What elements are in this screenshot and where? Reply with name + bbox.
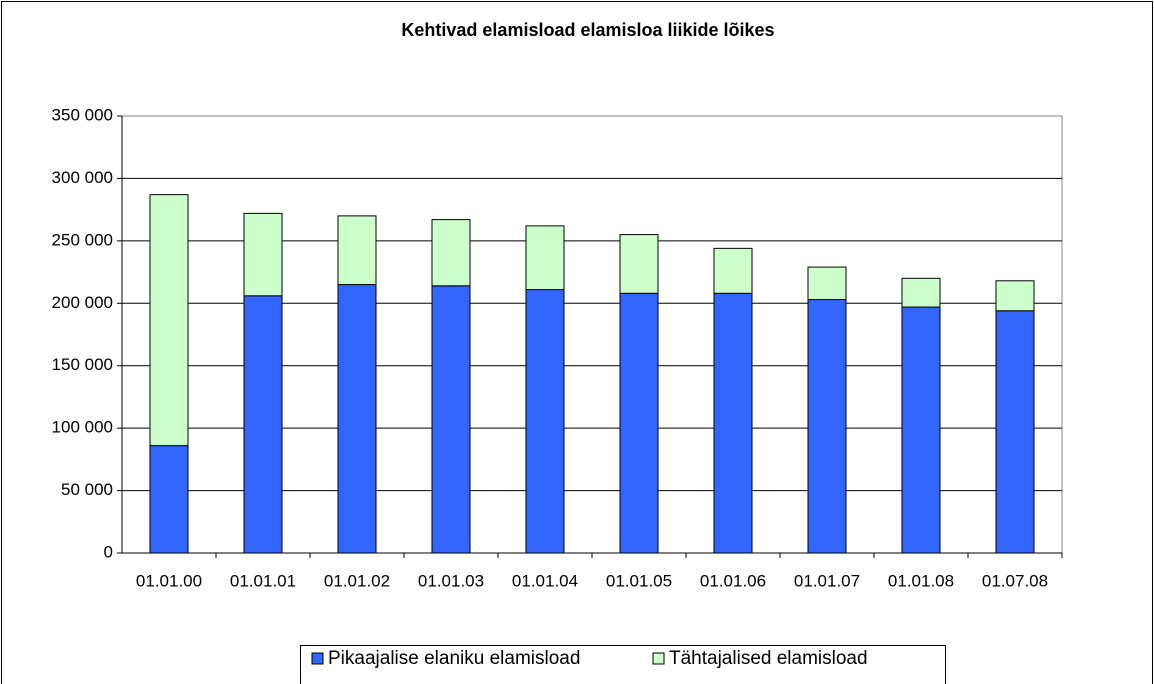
bar-segment	[619, 234, 659, 294]
legend-label: Tähtajalised elamisload	[669, 648, 868, 669]
x-tick-label: 01.01.06	[700, 571, 766, 590]
legend-swatch	[311, 652, 324, 665]
bar-segment	[525, 225, 565, 291]
y-tick-label: 100 000	[52, 418, 113, 437]
x-tick-label: 01.01.08	[888, 571, 954, 590]
bar-segment	[995, 310, 1035, 554]
bar-segment	[337, 215, 377, 286]
bar-segment	[807, 266, 847, 301]
bar-segment	[713, 247, 753, 294]
x-tick-label: 01.01.03	[418, 571, 484, 590]
bar-segment	[243, 295, 283, 554]
y-tick-label: 150 000	[52, 355, 113, 374]
y-tick-label: 50 000	[61, 480, 113, 499]
bar-segment	[431, 285, 471, 554]
legend-swatch	[652, 652, 665, 665]
x-tick-label: 01.01.04	[512, 571, 578, 590]
bar-segment	[149, 445, 189, 554]
bar-segment	[901, 306, 941, 554]
bar-segment	[243, 212, 283, 297]
bar-segment	[525, 289, 565, 554]
bar-segment	[337, 284, 377, 554]
y-tick-label: 0	[104, 542, 113, 561]
x-tick-label: 01.07.08	[982, 571, 1048, 590]
bar-segment	[807, 299, 847, 554]
bar-segment	[431, 219, 471, 287]
x-tick-label: 01.01.00	[136, 571, 202, 590]
bar-segment	[713, 292, 753, 554]
bar-segment	[995, 280, 1035, 312]
bar-segment	[901, 277, 941, 308]
x-tick-label: 01.01.01	[230, 571, 296, 590]
x-tick-label: 01.01.02	[324, 571, 390, 590]
legend-label: Pikaajalise elaniku elamisload	[328, 648, 580, 669]
bar-segment	[619, 292, 659, 554]
y-tick-label: 250 000	[52, 230, 113, 249]
y-tick-label: 200 000	[52, 293, 113, 312]
bar-segment	[149, 194, 189, 447]
legend	[300, 645, 946, 684]
x-tick-label: 01.01.07	[794, 571, 860, 590]
chart-title: Kehtivad elamisload elamisloa liikide lõ…	[401, 20, 774, 40]
y-tick-label: 350 000	[52, 105, 113, 124]
x-tick-label: 01.01.05	[606, 571, 672, 590]
y-tick-label: 300 000	[52, 168, 113, 187]
